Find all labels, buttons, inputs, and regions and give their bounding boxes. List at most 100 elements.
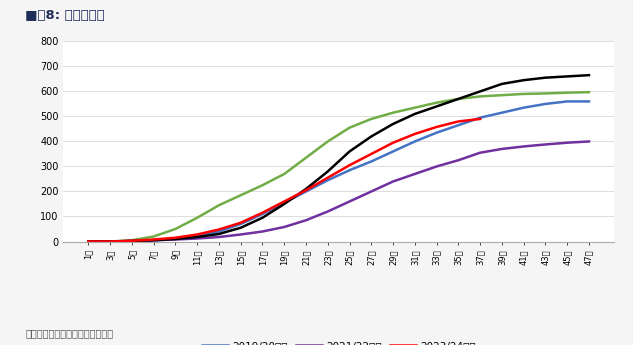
2020/21年度 <box>585 90 592 94</box>
2022/23年度 <box>368 134 375 138</box>
2021/22年度 <box>280 225 288 229</box>
2023/24年度 <box>150 237 158 242</box>
2023/24年度 <box>237 221 244 225</box>
2020/21年度 <box>389 111 397 115</box>
2021/22年度 <box>585 139 592 144</box>
2020/21年度 <box>542 91 549 96</box>
2021/22年度 <box>498 147 506 151</box>
2022/23年度 <box>128 239 135 243</box>
2023/24年度 <box>411 132 418 136</box>
2022/23年度 <box>563 75 571 79</box>
2022/23年度 <box>302 187 310 191</box>
2023/24年度 <box>368 152 375 156</box>
2020/21年度 <box>324 139 332 144</box>
2023/24年度 <box>324 176 332 180</box>
2020/21年度 <box>259 183 266 187</box>
2019/20年度 <box>259 212 266 216</box>
2022/23年度 <box>498 82 506 86</box>
Line: 2021/22年度: 2021/22年度 <box>89 141 589 242</box>
2021/22年度 <box>368 189 375 194</box>
Line: 2023/24年度: 2023/24年度 <box>89 119 480 242</box>
Line: 2022/23年度: 2022/23年度 <box>89 75 589 242</box>
Legend: 2019/20年度, 2020/21年度, 2021/22年度, 2022/23年度, 2023/24年度: 2019/20年度, 2020/21年度, 2021/22年度, 2022/23… <box>197 337 480 345</box>
2021/22年度 <box>389 179 397 184</box>
2021/22年度 <box>215 235 223 239</box>
2019/20年度 <box>454 123 462 127</box>
2021/22年度 <box>563 141 571 145</box>
2020/21年度 <box>150 235 158 239</box>
2023/24年度 <box>389 141 397 145</box>
2019/20年度 <box>85 239 92 244</box>
2022/23年度 <box>585 73 592 77</box>
2021/22年度 <box>324 209 332 214</box>
2022/23年度 <box>346 149 353 154</box>
2019/20年度 <box>498 111 506 115</box>
2023/24年度 <box>280 199 288 204</box>
Line: 2019/20年度: 2019/20年度 <box>89 101 589 242</box>
2019/20年度 <box>302 189 310 194</box>
2021/22年度 <box>128 239 135 243</box>
2020/21年度 <box>172 227 179 231</box>
2022/23年度 <box>259 216 266 220</box>
2020/21年度 <box>520 92 527 96</box>
2021/22年度 <box>85 239 92 244</box>
2022/23年度 <box>477 89 484 93</box>
2020/21年度 <box>237 193 244 197</box>
2022/23年度 <box>542 76 549 80</box>
2020/21年度 <box>454 97 462 101</box>
2022/23年度 <box>520 78 527 82</box>
2022/23年度 <box>215 232 223 236</box>
2019/20年度 <box>433 131 441 135</box>
2019/20年度 <box>106 239 114 244</box>
2021/22年度 <box>433 165 441 169</box>
2023/24年度 <box>346 163 353 167</box>
2021/22年度 <box>172 237 179 242</box>
2023/24年度 <box>172 236 179 240</box>
2021/22年度 <box>411 172 418 176</box>
2021/22年度 <box>346 199 353 204</box>
2023/24年度 <box>193 233 201 237</box>
2019/20年度 <box>150 238 158 242</box>
2022/23年度 <box>411 112 418 116</box>
2019/20年度 <box>368 159 375 164</box>
2023/24年度 <box>85 239 92 244</box>
2022/23年度 <box>237 226 244 230</box>
2019/20年度 <box>389 149 397 154</box>
2019/20年度 <box>563 99 571 104</box>
2023/24年度 <box>302 188 310 192</box>
2020/21年度 <box>346 126 353 130</box>
2021/22年度 <box>150 238 158 242</box>
2020/21年度 <box>128 238 135 242</box>
2019/20年度 <box>542 102 549 106</box>
2020/21年度 <box>302 156 310 160</box>
Text: ■图8: 新棉销售量: ■图8: 新棉销售量 <box>25 9 105 22</box>
2020/21年度 <box>563 91 571 95</box>
2019/20年度 <box>128 239 135 243</box>
2023/24年度 <box>106 239 114 244</box>
2019/20年度 <box>585 99 592 104</box>
2021/22年度 <box>106 239 114 244</box>
2021/22年度 <box>193 236 201 240</box>
2019/20年度 <box>324 178 332 182</box>
2020/21年度 <box>368 117 375 121</box>
2022/23年度 <box>150 238 158 242</box>
2020/21年度 <box>433 101 441 105</box>
2020/21年度 <box>106 239 114 244</box>
2019/20年度 <box>193 235 201 239</box>
2022/23年度 <box>433 104 441 108</box>
2022/23年度 <box>454 97 462 101</box>
2023/24年度 <box>477 117 484 121</box>
2019/20年度 <box>215 229 223 234</box>
2023/24年度 <box>215 227 223 231</box>
Line: 2020/21年度: 2020/21年度 <box>89 92 589 242</box>
2023/24年度 <box>454 119 462 124</box>
2020/21年度 <box>477 94 484 99</box>
2022/23年度 <box>106 239 114 244</box>
2022/23年度 <box>172 237 179 241</box>
2020/21年度 <box>215 203 223 207</box>
2019/20年度 <box>520 106 527 110</box>
2019/20年度 <box>280 201 288 205</box>
2019/20年度 <box>346 168 353 172</box>
2019/20年度 <box>237 222 244 226</box>
2023/24年度 <box>259 211 266 215</box>
